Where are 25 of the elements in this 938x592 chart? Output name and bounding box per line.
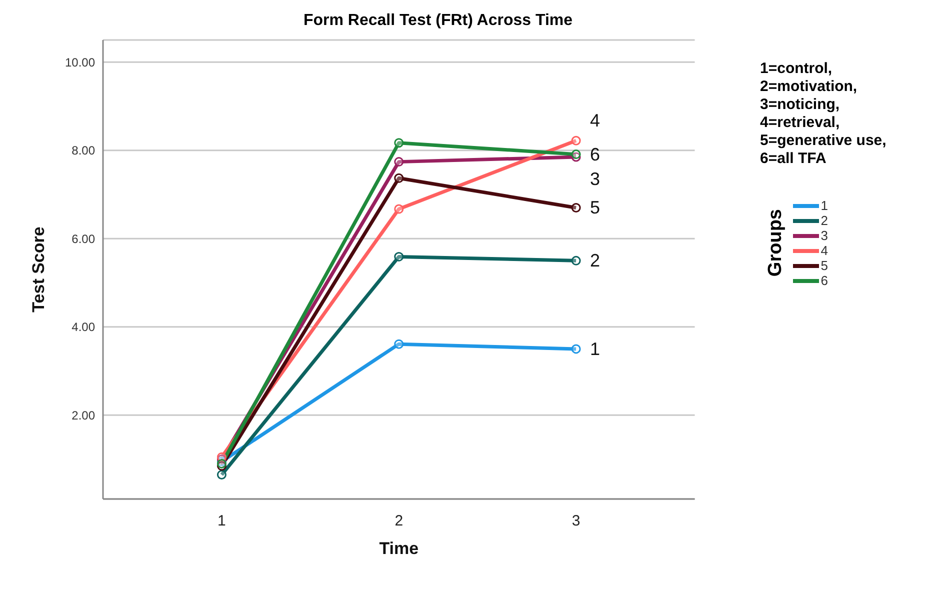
text: 4 bbox=[590, 110, 600, 131]
y-tick-label: 8.00 bbox=[72, 144, 96, 158]
category-label: 1 bbox=[590, 338, 600, 359]
x-axis-title: Time bbox=[379, 539, 419, 558]
legend-title: Groups bbox=[764, 209, 787, 277]
x-tick-label: 2 bbox=[394, 512, 404, 530]
legend-label: 4 bbox=[820, 243, 828, 258]
y-tick-label: 10.00 bbox=[64, 55, 96, 70]
legend-label: 2 bbox=[820, 213, 828, 228]
y-tick-label: 6.00 bbox=[72, 232, 96, 246]
legend-label: 5 bbox=[820, 258, 828, 273]
y-tick-label: 2.00 bbox=[72, 408, 96, 422]
category-label: 3 bbox=[590, 168, 600, 189]
category-label: 2 bbox=[590, 250, 600, 271]
legend-label: 6 bbox=[820, 273, 828, 288]
x-tick-label: 1 bbox=[218, 512, 226, 530]
text: 1=control, 2=motivation, 3=noticing, 4=retrieval, 5=generative use, 6=all TFA bbox=[760, 60, 886, 168]
legend-label: 1 bbox=[820, 198, 828, 213]
y-tick-label: 4.00 bbox=[72, 320, 96, 334]
x-tick-label: 3 bbox=[572, 512, 580, 530]
text: 5 bbox=[590, 198, 600, 218]
text: 6 bbox=[590, 144, 600, 164]
chart-title: Form Recall Test (FRt) Across Time bbox=[302, 12, 574, 30]
legend-label: 3 bbox=[820, 228, 828, 243]
y-axis-title: Test Score bbox=[29, 226, 48, 312]
